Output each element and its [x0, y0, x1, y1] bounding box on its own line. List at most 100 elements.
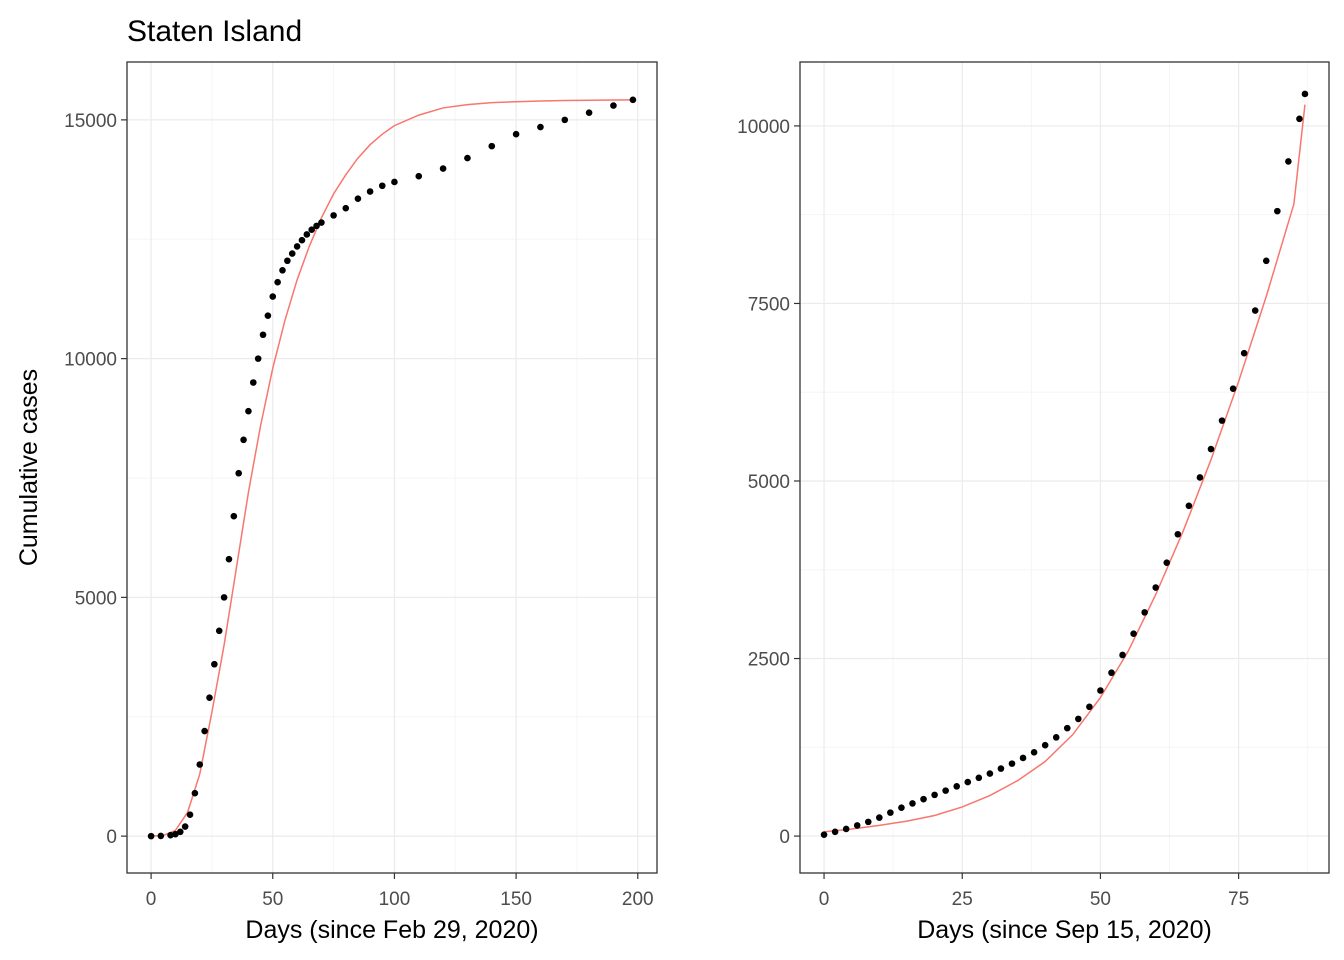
data-point: [1185, 502, 1193, 510]
x-tick-label: 200: [622, 889, 654, 910]
data-point: [274, 278, 281, 286]
data-point: [147, 832, 155, 840]
data-point: [1041, 741, 1049, 749]
data-point: [330, 212, 337, 219]
data-point: [1119, 651, 1126, 659]
data-point: [1086, 703, 1093, 711]
data-point: [298, 236, 306, 244]
x-tick-label: 0: [146, 889, 157, 910]
data-point: [1296, 115, 1303, 123]
data-point: [1196, 474, 1204, 481]
data-point: [186, 811, 194, 818]
data-point: [1152, 584, 1160, 591]
data-point: [157, 832, 165, 840]
data-point: [1108, 669, 1115, 677]
data-point: [853, 822, 861, 829]
data-point: [191, 789, 199, 797]
data-point: [303, 231, 311, 238]
y-tick-label: 2500: [748, 650, 790, 671]
data-point: [464, 154, 471, 162]
data-point: [920, 795, 927, 803]
data-point: [842, 825, 850, 833]
data-point: [220, 594, 228, 601]
y-tick-label: 10000: [737, 117, 790, 138]
data-point: [610, 102, 617, 109]
data-point: [1030, 748, 1038, 756]
data-point: [1301, 90, 1309, 98]
data-point: [172, 830, 179, 838]
x-tick-label: 0: [819, 889, 830, 910]
data-point: [279, 266, 286, 274]
panel-border: [126, 61, 658, 874]
data-point: [909, 800, 916, 807]
y-tick-label: 0: [106, 827, 117, 848]
data-point: [378, 182, 386, 190]
data-point: [230, 512, 238, 520]
y-tick-label: 10000: [64, 350, 117, 371]
x-tick-label: 100: [379, 889, 411, 910]
data-point: [1262, 257, 1270, 265]
x-axis-label: Days (since Feb 29, 2020): [245, 916, 538, 944]
data-point: [898, 804, 905, 811]
data-point: [1097, 687, 1104, 694]
data-point: [176, 828, 184, 836]
data-point: [254, 355, 262, 362]
data-point: [1063, 724, 1071, 732]
data-point: [245, 407, 252, 415]
data-point: [1274, 207, 1281, 215]
data-point: [235, 469, 242, 477]
data-point: [864, 818, 872, 826]
data-point: [1008, 760, 1016, 767]
data-point: [537, 123, 544, 131]
data-point: [1163, 559, 1171, 566]
data-point: [953, 783, 961, 790]
data-point: [354, 195, 362, 202]
data-point: [585, 109, 593, 117]
data-point: [391, 178, 398, 186]
y-tick-label: 0: [779, 827, 790, 848]
data-point: [975, 774, 983, 782]
data-point: [201, 727, 208, 735]
data-point: [225, 555, 233, 563]
data-point: [488, 142, 496, 150]
data-point: [240, 436, 247, 444]
figure-title: Staten Island: [127, 15, 302, 48]
x-tick-label: 50: [1090, 889, 1111, 910]
data-point: [1141, 609, 1148, 616]
data-point: [887, 809, 894, 816]
data-point: [269, 293, 277, 300]
data-point: [1052, 734, 1060, 741]
data-point: [439, 165, 447, 172]
data-point: [342, 204, 350, 212]
data-point: [964, 778, 972, 786]
x-tick-label: 150: [500, 889, 532, 910]
right-panel: 0 25 50 75 0 2500 5000 7500 10000 Days (since Sep…: [737, 61, 1330, 944]
data-point: [1285, 158, 1292, 165]
data-point: [820, 831, 828, 838]
data-point: [264, 312, 272, 319]
x-tick-label: 25: [952, 889, 973, 910]
data-point: [1229, 385, 1237, 392]
y-tick-label: 7500: [748, 294, 790, 315]
data-point: [1251, 307, 1259, 314]
data-point: [415, 172, 423, 180]
data-point: [288, 250, 296, 257]
data-point: [931, 791, 938, 799]
data-point: [629, 96, 637, 104]
data-point: [259, 331, 267, 339]
fit-line: [823, 104, 1306, 833]
y-tick-label: 5000: [748, 472, 790, 493]
y-axis-label: Cumulative cases: [15, 369, 43, 566]
data-point: [1019, 754, 1027, 762]
data-point: [181, 823, 189, 830]
y-tick-label: 15000: [64, 111, 117, 132]
data-point: [831, 828, 839, 836]
data-point: [215, 627, 223, 635]
fit-line: [151, 99, 633, 837]
data-point: [1174, 530, 1182, 538]
data-point: [1218, 417, 1226, 424]
data-point: [561, 116, 569, 124]
data-point: [876, 814, 883, 821]
